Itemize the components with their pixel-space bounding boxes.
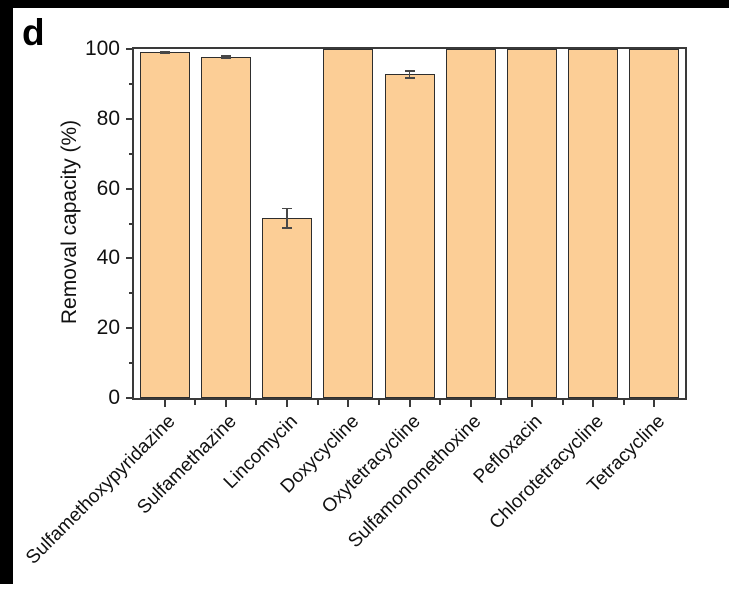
- y-axis-tick-label: 80: [96, 106, 120, 130]
- error-bar-cap-bottom: [220, 57, 231, 59]
- y-axis-minor-tick: [129, 82, 134, 85]
- y-axis-tick-label: 20: [96, 316, 120, 340]
- error-bar-cap-top: [220, 55, 231, 57]
- error-bar-cap-bottom: [282, 227, 293, 229]
- x-axis-minor-tick: [255, 400, 258, 405]
- x-axis-tick: [408, 400, 411, 407]
- error-bar-cap-bottom: [159, 52, 170, 54]
- error-bar-cap-top: [282, 207, 293, 210]
- bar-sulfamonomethoxine: [445, 49, 496, 398]
- x-axis-tick: [286, 400, 289, 407]
- bar-pefloxacin: [506, 49, 557, 398]
- x-axis-tick: [347, 400, 350, 407]
- error-bar-lincomycin: [286, 207, 288, 229]
- y-axis-tick: [126, 257, 134, 260]
- y-axis-minor-tick: [129, 152, 134, 155]
- x-axis-tick: [163, 400, 166, 407]
- panel-label: d: [22, 12, 45, 53]
- error-bar-cap-top: [404, 70, 415, 72]
- error-bar-oxytetracycline: [408, 70, 411, 79]
- y-axis-tick: [126, 48, 134, 50]
- bar-sulfamethoxypyridazine: [139, 52, 190, 398]
- bar-doxycycline: [323, 49, 374, 398]
- x-axis-minor-tick: [500, 400, 503, 405]
- y-axis-minor-tick: [129, 362, 134, 365]
- x-axis-tick: [530, 400, 533, 407]
- x-axis-minor-tick: [377, 400, 380, 405]
- figure-frame-top: [0, 0, 729, 8]
- y-axis-tick: [126, 327, 134, 330]
- y-axis-title: Removal capacity (%): [58, 119, 81, 325]
- bar-oxytetracycline: [384, 74, 435, 398]
- y-axis-minor-tick: [129, 292, 134, 295]
- y-axis-tick: [126, 187, 134, 190]
- x-axis-minor-tick: [561, 400, 564, 405]
- bar-tetracycline: [629, 49, 680, 398]
- x-axis-minor-tick: [194, 400, 197, 405]
- y-axis-tick-label: 100: [84, 37, 120, 60]
- x-axis-label-anchor: Tetracycline: [354, 411, 669, 497]
- x-axis-tick: [653, 400, 656, 407]
- y-axis-tick-label: 60: [96, 176, 120, 200]
- y-axis-tick-label: 0: [108, 386, 120, 409]
- bar-sulfamethazine: [200, 57, 251, 398]
- x-axis-minor-tick: [316, 400, 319, 405]
- plot-area: 0 20 40 60 80 100 Sulfamethoxypyridazine Sulfam…: [22, 37, 687, 568]
- y-axis-tick: [126, 117, 134, 120]
- bar-chlorotetracycline: [568, 49, 619, 398]
- x-axis-tick: [592, 400, 595, 407]
- y-axis-minor-tick: [129, 222, 134, 225]
- error-bar-sulfamethazine: [225, 55, 227, 59]
- x-axis-label-tetracycline: Tetracycline: [583, 411, 670, 497]
- figure-frame-left: [0, 0, 13, 584]
- bar-lincomycin: [262, 218, 313, 398]
- error-bar-cap-top: [159, 51, 170, 53]
- y-axis-tick: [126, 397, 134, 399]
- error-bar-cap-bottom: [404, 77, 415, 79]
- x-axis-minor-tick: [622, 400, 625, 405]
- x-axis-tick: [469, 400, 472, 407]
- x-axis-tick: [224, 400, 227, 407]
- x-axis-minor-tick: [439, 400, 442, 405]
- y-axis-tick-label: 40: [96, 246, 120, 270]
